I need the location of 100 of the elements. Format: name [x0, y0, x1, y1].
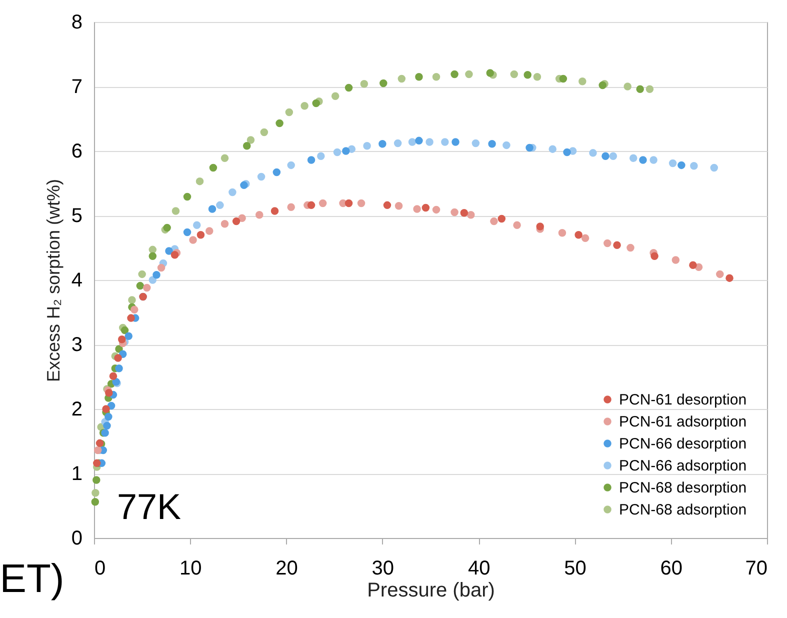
point [103, 422, 111, 430]
y-tick-label: 4 [71, 270, 82, 292]
x-tick-label: 40 [468, 558, 490, 580]
point [232, 217, 240, 226]
point [650, 252, 658, 260]
y-tick-label: 8 [71, 12, 82, 34]
point [408, 138, 416, 146]
point [307, 201, 316, 210]
point [394, 139, 402, 148]
point [639, 156, 647, 164]
point [91, 498, 100, 506]
point [490, 217, 498, 226]
legend-label: PCN-68 adsorption [619, 502, 747, 518]
point [624, 82, 632, 90]
point [92, 488, 100, 497]
point [415, 136, 423, 145]
point [460, 209, 468, 217]
point [344, 199, 353, 208]
point [422, 204, 430, 212]
point [613, 241, 621, 250]
point [450, 70, 458, 78]
point [114, 354, 122, 362]
point [143, 284, 151, 292]
point [220, 220, 229, 228]
point [342, 147, 350, 155]
point [148, 246, 157, 254]
point [331, 92, 340, 100]
text: ET) [0, 557, 64, 601]
point [172, 207, 180, 215]
point [602, 152, 610, 160]
point [165, 247, 173, 255]
point [726, 274, 734, 282]
point [255, 210, 264, 219]
point [104, 412, 112, 421]
point [360, 80, 368, 88]
point [510, 70, 518, 78]
point [426, 138, 434, 146]
y-tick-label: 6 [71, 140, 82, 162]
point [206, 227, 214, 235]
legend-label: PCN-61 desorption [619, 392, 747, 408]
point [127, 314, 135, 322]
legend-label: PCN-66 adsorption [619, 458, 747, 474]
point [148, 252, 157, 260]
point [432, 206, 440, 214]
point [130, 306, 138, 314]
point [307, 156, 316, 164]
point [276, 119, 284, 128]
point [432, 72, 440, 81]
point [502, 141, 510, 150]
point [450, 208, 458, 216]
point [216, 201, 224, 210]
point [533, 72, 542, 81]
point [378, 140, 386, 148]
point [394, 202, 403, 210]
point [344, 84, 353, 92]
point [604, 239, 612, 248]
point [678, 161, 686, 170]
point [317, 152, 325, 160]
point [193, 221, 201, 230]
point [498, 214, 506, 223]
point [581, 234, 590, 242]
point [452, 138, 460, 146]
point [629, 154, 638, 162]
point [152, 270, 160, 279]
point [465, 70, 473, 78]
point [136, 282, 144, 290]
point [467, 210, 475, 219]
point [650, 156, 658, 164]
x-tick-label: 30 [372, 558, 394, 580]
x-tick-label: 0 [94, 558, 106, 580]
point [118, 335, 126, 344]
x-tick-label: 20 [276, 558, 298, 580]
point [363, 142, 371, 150]
x-tick-label: 50 [564, 558, 586, 580]
x-tick-label: 70 [745, 558, 768, 580]
legend-label: PCN-66 desorption [619, 436, 747, 452]
point [563, 148, 571, 156]
point [242, 142, 251, 150]
point [710, 164, 718, 172]
y-tick-label: 5 [71, 205, 82, 227]
point [148, 276, 157, 284]
point [716, 270, 724, 278]
point [398, 74, 406, 83]
point [287, 161, 295, 170]
point [690, 162, 698, 170]
point [208, 205, 216, 213]
point [238, 214, 246, 222]
point [109, 372, 118, 380]
point [300, 102, 308, 110]
point [189, 236, 197, 244]
point [524, 71, 532, 79]
legend-label: PCN-61 adsorption [619, 414, 747, 430]
point [413, 205, 421, 213]
point [105, 389, 113, 397]
point [102, 405, 110, 413]
x-tick-label: 10 [180, 558, 202, 580]
point [285, 108, 294, 116]
point [486, 69, 494, 77]
point [196, 177, 204, 186]
point [287, 203, 295, 211]
